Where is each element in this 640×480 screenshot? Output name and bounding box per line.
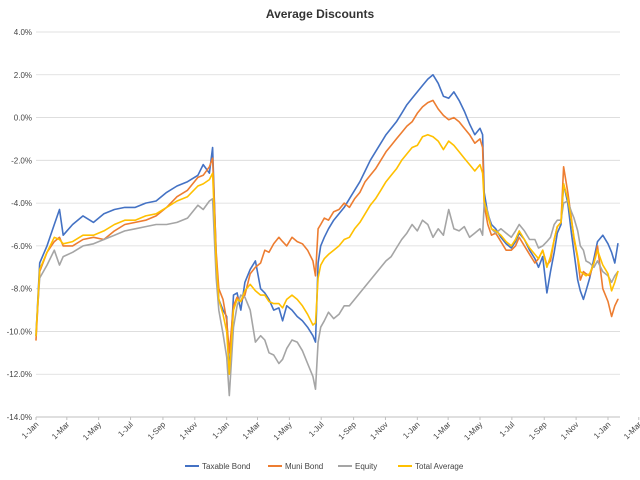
legend-label-total-average: Total Average [415, 462, 464, 471]
series-line-muni-bond [35, 99, 619, 354]
legend: Taxable Bond Muni Bond Equity Total Average [185, 462, 464, 471]
y-tick-label: 2.0% [14, 71, 32, 80]
y-axis-ticks: 4.0% 2.0% 0.0% -2.0% -4.0% -6.0% -8.0% -10.0% -1… [7, 28, 32, 422]
chart-title: Average Discounts [266, 7, 375, 21]
series-line-equity [35, 198, 619, 397]
y-tick-label: -4.0% [11, 199, 32, 208]
series-line-taxable-bond [35, 74, 619, 375]
legend-label-equity: Equity [355, 462, 377, 471]
series-lines [35, 74, 619, 397]
y-tick-label: 4.0% [14, 28, 32, 37]
y-tick-label: -8.0% [11, 285, 32, 294]
gridlines [36, 31, 620, 418]
y-tick-label: -10.0% [7, 327, 32, 336]
series-line-total-average [35, 133, 619, 375]
y-tick-label: -2.0% [11, 156, 32, 165]
y-tick-label: -14.0% [7, 413, 32, 422]
legend-label-taxable-bond: Taxable Bond [202, 462, 250, 471]
legend-label-muni-bond: Muni Bond [285, 462, 323, 471]
y-tick-label: -12.0% [7, 370, 32, 379]
y-tick-label: -6.0% [11, 242, 32, 251]
y-tick-label: 0.0% [14, 114, 32, 123]
